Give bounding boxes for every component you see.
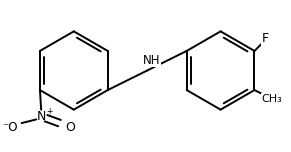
- Text: NH: NH: [143, 54, 160, 67]
- Text: CH₃: CH₃: [261, 94, 282, 104]
- Text: ⁻O: ⁻O: [2, 121, 18, 135]
- Text: N: N: [36, 111, 46, 123]
- Text: F: F: [262, 32, 269, 45]
- Text: +: +: [46, 107, 52, 116]
- Text: O: O: [65, 121, 75, 135]
